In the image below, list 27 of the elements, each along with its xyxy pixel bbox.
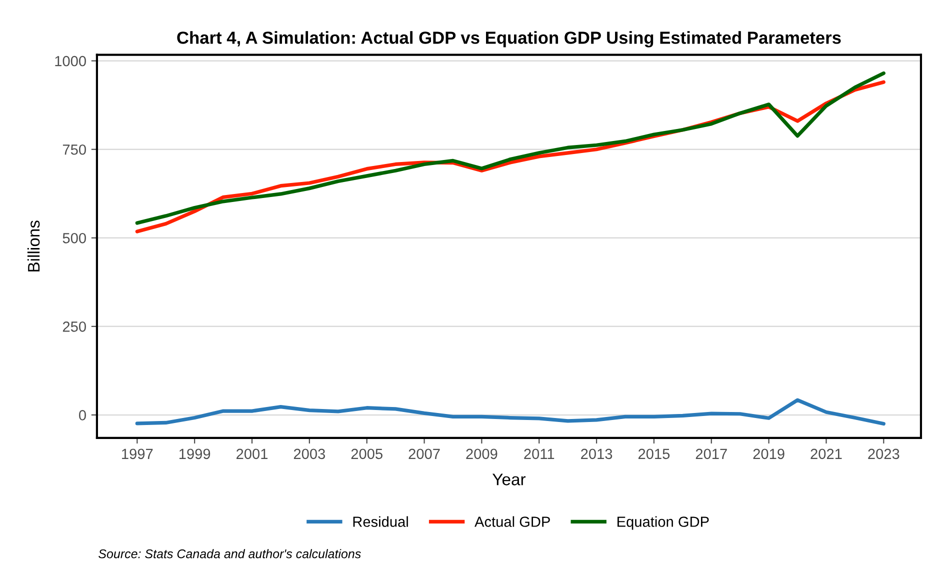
chart-title: Chart 4, A Simulation: Actual GDP vs Equation GDP Using Estimated Parameters bbox=[177, 31, 841, 48]
x-tick-label: 2007 bbox=[408, 448, 440, 460]
x-tick-label: 2013 bbox=[581, 448, 612, 460]
x-tick-label: 1999 bbox=[179, 448, 210, 460]
x-tick-label: 2011 bbox=[524, 448, 554, 460]
y-tick-label: 1000 bbox=[55, 56, 86, 66]
source-note: Source: Stats Canada and author's calculations bbox=[98, 549, 361, 558]
y-tick-label: 0 bbox=[79, 410, 86, 420]
y-axis-title: Billions bbox=[27, 220, 40, 272]
x-tick-label: 1997 bbox=[122, 448, 153, 460]
x-axis-title: Year bbox=[492, 474, 526, 486]
x-tick-label: 2005 bbox=[351, 448, 382, 460]
x-tick-label: 2021 bbox=[810, 448, 842, 460]
line-series bbox=[135, 398, 886, 426]
x-tick-label: 2019 bbox=[753, 448, 784, 460]
x-tick-label: 2023 bbox=[868, 448, 900, 460]
x-tick-label: 2003 bbox=[294, 448, 326, 460]
x-tick-label: 2009 bbox=[466, 448, 498, 460]
legend-label: Equation GDP bbox=[618, 516, 709, 530]
legend-label: Residual bbox=[353, 516, 408, 527]
legend-label: Actual GDP bbox=[474, 516, 550, 527]
x-tick-label: 2001 bbox=[236, 448, 268, 460]
y-tick-label: 750 bbox=[62, 144, 86, 155]
x-tick-label: 2017 bbox=[696, 448, 727, 460]
y-tick-label: 250 bbox=[62, 322, 86, 332]
x-tick-label: 2015 bbox=[638, 448, 670, 460]
y-tick-label: 500 bbox=[62, 232, 86, 244]
